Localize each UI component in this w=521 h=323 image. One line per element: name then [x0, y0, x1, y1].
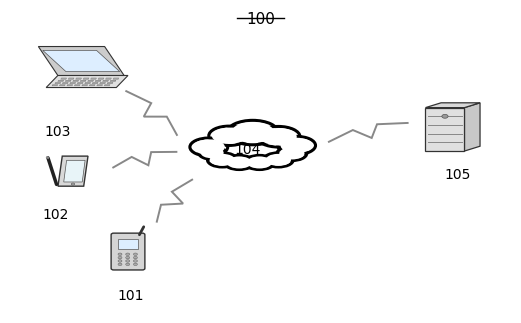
Ellipse shape — [209, 154, 235, 166]
Polygon shape — [77, 82, 83, 84]
Ellipse shape — [212, 128, 246, 144]
Polygon shape — [104, 85, 110, 86]
Ellipse shape — [279, 147, 304, 160]
Ellipse shape — [193, 139, 225, 155]
Ellipse shape — [209, 126, 250, 145]
Bar — [118, 239, 138, 249]
Circle shape — [118, 256, 122, 259]
Circle shape — [71, 183, 75, 185]
Polygon shape — [98, 78, 104, 79]
Ellipse shape — [280, 138, 313, 153]
Text: 103: 103 — [45, 124, 71, 139]
Polygon shape — [113, 78, 119, 79]
Polygon shape — [464, 103, 480, 151]
Ellipse shape — [227, 120, 278, 145]
Polygon shape — [58, 156, 88, 186]
FancyBboxPatch shape — [111, 233, 145, 270]
Polygon shape — [67, 85, 73, 86]
Ellipse shape — [190, 138, 228, 156]
Circle shape — [118, 253, 122, 255]
Ellipse shape — [201, 147, 224, 158]
Circle shape — [442, 114, 448, 118]
Polygon shape — [85, 82, 91, 84]
Polygon shape — [43, 50, 120, 72]
Polygon shape — [89, 85, 95, 86]
Polygon shape — [58, 80, 64, 81]
Polygon shape — [92, 82, 98, 84]
Polygon shape — [95, 80, 101, 81]
Polygon shape — [70, 82, 76, 84]
Circle shape — [126, 256, 130, 259]
Ellipse shape — [264, 153, 293, 167]
Ellipse shape — [260, 128, 297, 145]
Polygon shape — [73, 80, 79, 81]
Polygon shape — [106, 78, 111, 79]
Text: 101: 101 — [117, 288, 144, 303]
Polygon shape — [64, 160, 85, 182]
Polygon shape — [80, 80, 86, 81]
Polygon shape — [82, 85, 88, 86]
Ellipse shape — [199, 146, 226, 159]
Polygon shape — [46, 76, 128, 88]
Polygon shape — [426, 103, 480, 108]
Ellipse shape — [225, 155, 254, 170]
Circle shape — [133, 253, 138, 255]
Polygon shape — [61, 78, 67, 79]
Text: 100: 100 — [246, 12, 275, 27]
Text: 104: 104 — [234, 143, 260, 157]
Polygon shape — [83, 78, 89, 79]
Polygon shape — [76, 78, 81, 79]
Ellipse shape — [266, 154, 291, 166]
Polygon shape — [39, 47, 124, 76]
Polygon shape — [68, 78, 74, 79]
Polygon shape — [91, 78, 96, 79]
Polygon shape — [107, 82, 113, 84]
Polygon shape — [97, 85, 103, 86]
Polygon shape — [110, 80, 116, 81]
Ellipse shape — [244, 155, 275, 170]
Circle shape — [133, 260, 138, 262]
Circle shape — [118, 260, 122, 262]
Circle shape — [126, 260, 130, 262]
Polygon shape — [55, 82, 61, 84]
Polygon shape — [100, 82, 106, 84]
Circle shape — [126, 253, 130, 255]
Polygon shape — [63, 82, 68, 84]
Polygon shape — [88, 80, 94, 81]
Text: 102: 102 — [42, 208, 68, 222]
Ellipse shape — [247, 156, 272, 169]
Ellipse shape — [207, 153, 237, 167]
Ellipse shape — [257, 126, 300, 147]
Ellipse shape — [278, 136, 316, 154]
Bar — [426, 108, 464, 151]
Polygon shape — [103, 80, 108, 81]
Polygon shape — [59, 85, 65, 86]
Text: 105: 105 — [445, 168, 471, 182]
Circle shape — [133, 256, 138, 259]
Circle shape — [118, 263, 122, 266]
Circle shape — [133, 263, 138, 266]
Ellipse shape — [277, 146, 307, 161]
Circle shape — [126, 263, 130, 266]
Ellipse shape — [231, 122, 275, 143]
Polygon shape — [75, 85, 80, 86]
Ellipse shape — [227, 156, 252, 169]
Polygon shape — [65, 80, 71, 81]
Polygon shape — [52, 85, 58, 86]
